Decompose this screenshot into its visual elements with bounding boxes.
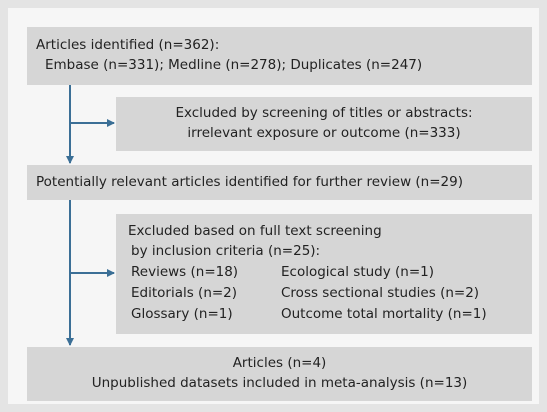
node-text: Potentially relevant articles identified… bbox=[36, 174, 463, 190]
node-item: Outcome total mortality (n=1) bbox=[281, 306, 487, 322]
node-item: Cross sectional studies (n=2) bbox=[281, 285, 480, 301]
node-text: Excluded based on full text screening bbox=[128, 223, 382, 239]
node-text: Articles (n=4) bbox=[232, 355, 327, 371]
node-text: Excluded by screening of titles or abstr… bbox=[175, 105, 473, 121]
node: Excluded by screening of titles or abstr… bbox=[116, 97, 532, 151]
node-text: by inclusion criteria (n=25): bbox=[131, 243, 321, 259]
node-item: Ecological study (n=1) bbox=[281, 264, 435, 280]
node-text: Embase (n=331); Medline (n=278); Duplica… bbox=[45, 57, 423, 73]
node: Potentially relevant articles identified… bbox=[27, 165, 532, 200]
node-text: Unpublished datasets included in meta-an… bbox=[91, 375, 468, 391]
node: Excluded based on full text screening by… bbox=[116, 214, 532, 334]
node-item: Reviews (n=18) bbox=[131, 264, 239, 280]
node-text: Articles identified (n=362): bbox=[36, 37, 220, 53]
node-item: Glossary (n=1) bbox=[131, 306, 233, 322]
node: Articles identified (n=362): Embase (n=3… bbox=[27, 27, 532, 85]
node-item: Editorials (n=2) bbox=[131, 285, 238, 301]
node: Articles (n=4) Unpublished datasets incl… bbox=[27, 347, 532, 401]
node-text: irrelevant exposure or outcome (n=333) bbox=[187, 125, 461, 141]
